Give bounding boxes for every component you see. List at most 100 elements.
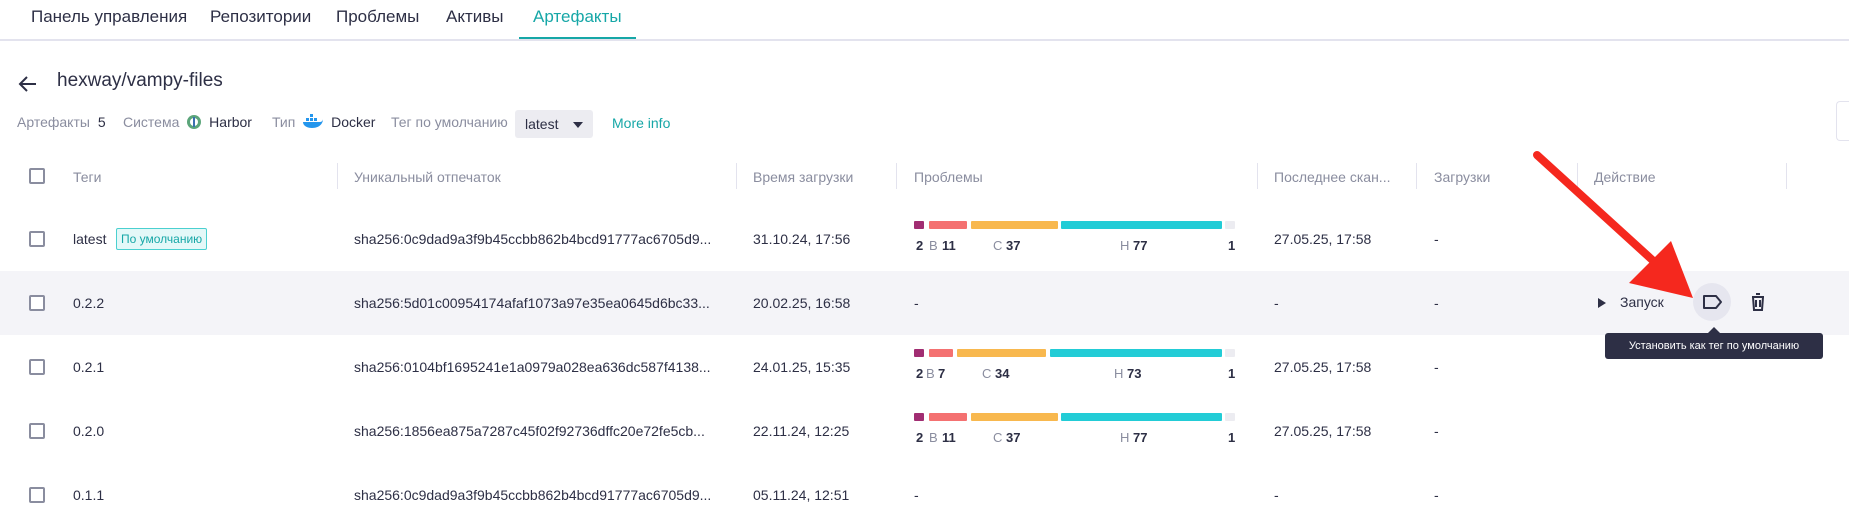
column-divider: [1786, 163, 1787, 189]
critical-count: 2: [916, 238, 924, 253]
tab-repositories[interactable]: Репозитории: [210, 7, 312, 26]
info-bar: [1225, 413, 1235, 421]
column-header-downloads[interactable]: Загрузки: [1434, 169, 1491, 185]
play-icon: [1598, 298, 1606, 308]
low-count: 77: [1133, 238, 1148, 253]
medium-bar: [971, 413, 1058, 421]
default-badge: По умолчанию: [116, 228, 208, 250]
side-panel-edge[interactable]: [1836, 101, 1849, 141]
tooltip: Установить как тег по умолчанию: [1605, 327, 1823, 359]
low-bar: [1061, 413, 1222, 421]
column-header-issues[interactable]: Проблемы: [914, 169, 983, 185]
column-header-last-scan[interactable]: Последнее скан...: [1274, 169, 1391, 185]
row-upload-time: 31.10.24, 17:56: [753, 231, 851, 247]
row-tag[interactable]: latest: [73, 231, 107, 247]
row-checkbox[interactable]: [29, 295, 45, 311]
row-last-scan: -: [1274, 295, 1279, 311]
low-letter: Н: [1114, 366, 1124, 381]
row-last-scan: -: [1274, 487, 1279, 503]
critical-count: 2: [916, 430, 924, 445]
row-downloads: -: [1434, 487, 1439, 503]
table-row[interactable]: 0.2.2 sha256:5d01c00954174afaf1073a97e35…: [0, 271, 1849, 335]
medium-count: 34: [995, 366, 1010, 381]
select-all-checkbox[interactable]: [29, 168, 45, 184]
column-header-upload-time[interactable]: Время загрузки: [753, 169, 854, 185]
column-header-action: Действие: [1594, 169, 1656, 185]
docker-icon: [303, 114, 324, 128]
low-letter: Н: [1120, 238, 1130, 253]
high-bar: [929, 221, 967, 229]
high-count: 11: [942, 430, 956, 445]
set-default-tag-button[interactable]: [1693, 283, 1731, 321]
table-row[interactable]: 0.1.1 sha256:0c9dad9a3f9b45ccbb862b4bcd9…: [0, 463, 1849, 527]
low-letter: Н: [1120, 430, 1130, 445]
medium-letter: С: [993, 238, 1003, 253]
type-label: Тип: [272, 114, 296, 130]
row-tag[interactable]: 0.2.1: [73, 359, 105, 375]
table-row[interactable]: 0.2.0 sha256:1856ea875a7287c45f02f92736d…: [0, 399, 1849, 463]
row-checkbox[interactable]: [29, 231, 45, 247]
row-checkbox[interactable]: [29, 487, 45, 503]
column-divider: [1257, 163, 1258, 189]
row-digest: sha256:0c9dad9a3f9b45ccbb862b4bcd91777ac…: [354, 231, 712, 247]
info-count: 1: [1228, 366, 1236, 381]
row-checkbox[interactable]: [29, 423, 45, 439]
table-row[interactable]: 0.2.1 sha256:0104bf1695241e1a0979a028ea6…: [0, 335, 1849, 399]
column-divider: [896, 163, 897, 189]
artifacts-count: Артефакты 5: [17, 114, 106, 130]
critical-bar: [914, 221, 924, 229]
row-last-scan: 27.05.25, 17:58: [1274, 359, 1372, 375]
artifacts-label: Артефакты: [17, 114, 90, 130]
row-tag[interactable]: 0.2.2: [73, 295, 105, 311]
table-row[interactable]: latest По умолчанию sha256:0c9dad9a3f9b4…: [0, 207, 1849, 271]
system-value: Harbor: [209, 114, 252, 130]
tab-issues[interactable]: Проблемы: [336, 7, 420, 26]
system-label: Система: [123, 114, 180, 130]
row-upload-time: 20.02.25, 16:58: [753, 295, 851, 311]
harbor-icon: [187, 115, 202, 129]
system-info: Система Harbor: [123, 114, 252, 130]
high-count: 11: [942, 238, 956, 253]
delete-icon[interactable]: [1747, 291, 1769, 313]
row-downloads: -: [1434, 359, 1439, 375]
row-digest: sha256:0c9dad9a3f9b45ccbb862b4bcd91777ac…: [354, 487, 712, 503]
tag-icon: [1703, 295, 1722, 309]
low-count: 73: [1127, 366, 1142, 381]
info-count: 1: [1228, 430, 1236, 445]
row-digest: sha256:1856ea875a7287c45f02f92736dffc20e…: [354, 423, 705, 439]
default-tag-select[interactable]: latest: [515, 110, 593, 138]
row-last-scan: 27.05.25, 17:58: [1274, 231, 1372, 247]
high-count: 7: [938, 366, 946, 381]
more-info-link[interactable]: More info: [612, 115, 671, 131]
medium-letter: С: [993, 430, 1003, 445]
critical-count: 2: [916, 366, 924, 381]
row-tag[interactable]: 0.1.1: [73, 487, 105, 503]
row-tag[interactable]: 0.2.0: [73, 423, 105, 439]
tab-artifacts[interactable]: Артефакты: [519, 0, 636, 39]
row-checkbox[interactable]: [29, 359, 45, 375]
column-header-tags[interactable]: Теги: [73, 169, 102, 185]
default-tag-value: latest: [525, 116, 559, 132]
column-header-digest[interactable]: Уникальный отпечаток: [354, 169, 501, 185]
high-letter: В: [929, 430, 938, 445]
type-info: Тип Docker: [272, 114, 375, 130]
column-divider: [1577, 163, 1578, 189]
row-upload-time: 22.11.24, 12:25: [753, 423, 850, 439]
tab-assets[interactable]: Активы: [446, 7, 504, 26]
default-tag-label: Тег по умолчанию: [391, 114, 508, 130]
row-last-scan: 27.05.25, 17:58: [1274, 423, 1372, 439]
row-downloads: -: [1434, 231, 1439, 247]
artifacts-value: 5: [97, 114, 106, 130]
back-arrow-icon[interactable]: [17, 73, 39, 95]
run-label: Запуск: [1620, 294, 1664, 310]
critical-bar: [914, 349, 924, 357]
type-value: Docker: [331, 114, 376, 130]
row-issues-empty: -: [914, 487, 919, 503]
column-divider: [736, 163, 737, 189]
low-bar: [1050, 349, 1222, 357]
row-digest: sha256:0104bf1695241e1a0979a028ea636dc58…: [354, 359, 711, 375]
medium-count: 37: [1006, 430, 1021, 445]
tab-dashboard[interactable]: Панель управления: [31, 7, 188, 26]
row-downloads: -: [1434, 295, 1439, 311]
low-count: 77: [1133, 430, 1148, 445]
